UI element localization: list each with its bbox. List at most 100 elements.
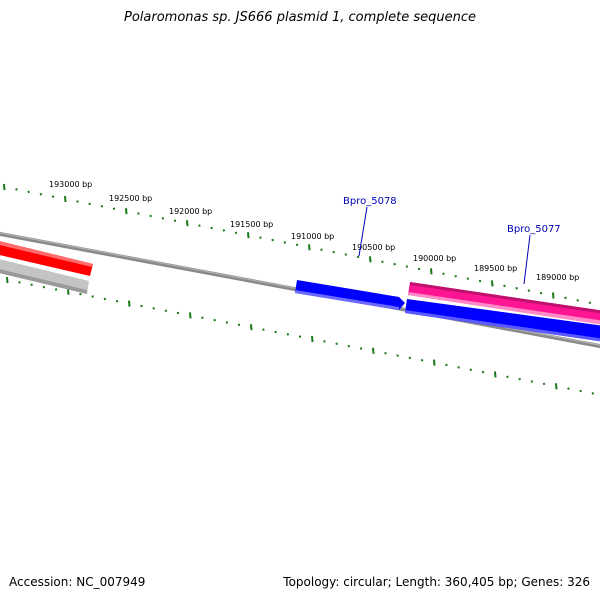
outer-ruler xyxy=(3,183,592,304)
ruler-minor-tick xyxy=(332,250,335,254)
ruler-minor-tick xyxy=(506,375,509,379)
scale-label: 192500 bp xyxy=(109,194,152,203)
scale-label: 189000 bp xyxy=(536,273,579,282)
ruler-major-tick xyxy=(128,300,131,307)
ruler-minor-tick xyxy=(79,292,82,296)
ruler-minor-tick xyxy=(320,248,323,251)
ruler-major-tick xyxy=(369,256,372,263)
ruler-minor-tick xyxy=(140,304,143,308)
ruler-minor-tick xyxy=(323,340,326,343)
scale-label: 190500 bp xyxy=(352,243,395,252)
ruler-minor-tick xyxy=(262,328,265,331)
ruler-major-tick xyxy=(64,195,67,203)
scale-label: 191000 bp xyxy=(291,232,334,241)
ruler-minor-tick xyxy=(588,301,592,304)
gene-label-bpro-5077[interactable]: Bpro_5077 xyxy=(507,224,561,235)
ruler-minor-tick xyxy=(356,255,360,259)
ruler-minor-tick xyxy=(515,287,518,290)
ruler-minor-tick xyxy=(295,243,299,247)
ruler-minor-tick xyxy=(91,295,94,298)
ruler-minor-tick xyxy=(503,284,506,288)
ruler-minor-tick xyxy=(335,342,338,345)
ruler-minor-tick xyxy=(234,231,238,235)
accession-label: Accession: NC_007949 xyxy=(9,575,146,589)
ruler-major-tick xyxy=(247,232,250,239)
ruler-minor-tick xyxy=(271,238,274,242)
ruler-minor-tick xyxy=(27,190,30,194)
ruler-major-tick xyxy=(6,276,9,284)
ruler-minor-tick xyxy=(393,262,396,266)
ruler-minor-tick xyxy=(15,188,18,191)
ruler-minor-tick xyxy=(298,335,302,338)
ruler-major-tick xyxy=(308,244,311,251)
ruler-minor-tick xyxy=(384,351,387,355)
blue-feature[interactable] xyxy=(405,299,600,342)
ruler-minor-tick xyxy=(579,389,582,393)
ruler-minor-tick xyxy=(417,267,421,271)
ruler-minor-tick xyxy=(567,387,570,390)
ruler-major-tick xyxy=(494,371,497,378)
ruler-minor-tick xyxy=(51,195,55,198)
gene-label-bpro-5078[interactable]: Bpro_5078 xyxy=(343,196,397,207)
gene-bpro-5078[interactable] xyxy=(295,280,405,310)
ruler-minor-tick xyxy=(152,307,155,310)
ruler-major-tick xyxy=(186,220,189,227)
ruler-minor-tick xyxy=(274,330,277,334)
scale-label: 190000 bp xyxy=(413,254,456,263)
ruler-minor-tick xyxy=(286,333,290,336)
gray-feature[interactable] xyxy=(0,258,89,294)
ruler-minor-tick xyxy=(100,205,104,208)
ruler-minor-tick xyxy=(445,363,448,367)
ruler-minor-tick xyxy=(518,377,521,381)
ruler-minor-tick xyxy=(213,318,216,322)
ruler-minor-tick xyxy=(198,224,201,227)
ruler-minor-tick xyxy=(420,359,424,362)
ruler-major-tick xyxy=(3,183,6,191)
gene-bpro-5077[interactable] xyxy=(408,282,600,325)
ruler-minor-tick xyxy=(469,368,473,371)
ruler-minor-tick xyxy=(408,356,412,360)
ruler-minor-tick xyxy=(454,274,457,278)
ruler-minor-tick xyxy=(161,217,165,220)
ruler-minor-tick xyxy=(115,300,119,303)
ruler-minor-tick xyxy=(137,212,140,215)
ruler-minor-tick xyxy=(225,321,229,324)
ruler-minor-tick xyxy=(478,279,482,283)
ruler-minor-tick xyxy=(405,265,409,268)
ruler-minor-tick xyxy=(54,288,58,291)
ruler-minor-tick xyxy=(564,296,567,300)
scale-label: 189500 bp xyxy=(474,264,517,273)
ruler-minor-tick xyxy=(359,347,363,350)
ruler-major-tick xyxy=(189,312,192,319)
ruler-minor-tick xyxy=(164,309,168,312)
gene-label-leader xyxy=(523,234,531,285)
ruler-minor-tick xyxy=(112,207,116,210)
ruler-minor-tick xyxy=(42,285,46,289)
scale-labels: 193000 bp 192500 bp 192000 bp 191500 bp … xyxy=(49,180,579,282)
ruler-major-tick xyxy=(311,335,314,343)
ruler-minor-tick xyxy=(591,392,595,395)
ruler-minor-tick xyxy=(259,236,262,239)
ruler-major-tick xyxy=(67,288,70,295)
ruler-minor-tick xyxy=(527,289,531,292)
ruler-minor-tick xyxy=(576,299,579,302)
scale-label: 191500 bp xyxy=(230,220,273,229)
ruler-minor-tick xyxy=(222,229,226,232)
ruler-minor-tick xyxy=(201,316,204,320)
ruler-minor-tick xyxy=(30,283,33,286)
ruler-minor-tick xyxy=(381,260,384,263)
ruler-minor-tick xyxy=(39,192,43,196)
ruler-minor-tick xyxy=(344,253,348,256)
scale-label: 192000 bp xyxy=(169,207,212,216)
ruler-major-tick xyxy=(250,324,253,331)
ruler-minor-tick xyxy=(442,272,445,276)
ruler-minor-tick xyxy=(176,311,180,315)
ruler-major-tick xyxy=(372,347,375,354)
ruler-minor-tick xyxy=(542,382,546,386)
ruler-major-tick xyxy=(491,280,494,287)
ruler-minor-tick xyxy=(396,354,399,357)
red-feature[interactable] xyxy=(0,240,93,276)
ruler-minor-tick xyxy=(173,219,177,222)
